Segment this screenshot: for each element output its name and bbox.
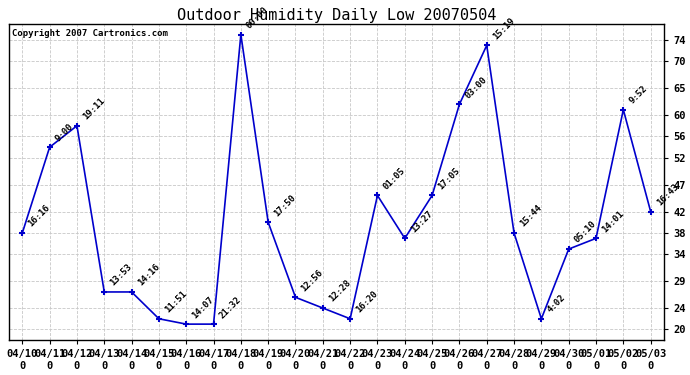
Text: 11:51: 11:51 <box>163 289 188 315</box>
Text: 17:50: 17:50 <box>273 193 297 218</box>
Text: 21:32: 21:32 <box>218 295 243 320</box>
Text: 16:20: 16:20 <box>354 289 380 315</box>
Text: 03:00: 03:00 <box>464 75 489 100</box>
Text: Copyright 2007 Cartronics.com: Copyright 2007 Cartronics.com <box>12 28 168 38</box>
Text: 01:05: 01:05 <box>382 166 407 191</box>
Text: 4:02: 4:02 <box>546 293 567 315</box>
Text: 00:00: 00:00 <box>245 5 270 30</box>
Text: 9:52: 9:52 <box>627 84 649 105</box>
Text: 12:28: 12:28 <box>327 279 353 304</box>
Text: 15:19: 15:19 <box>491 16 516 41</box>
Text: 12:56: 12:56 <box>299 268 325 293</box>
Text: 14:07: 14:07 <box>190 295 216 320</box>
Text: 05:10: 05:10 <box>573 219 598 245</box>
Text: 17:05: 17:05 <box>436 166 462 191</box>
Text: 16:43: 16:43 <box>655 182 680 207</box>
Text: 14:16: 14:16 <box>136 262 161 288</box>
Text: 14:01: 14:01 <box>600 209 626 234</box>
Text: 13:27: 13:27 <box>409 209 434 234</box>
Text: 19:11: 19:11 <box>81 96 106 122</box>
Text: 9:00: 9:00 <box>54 122 75 143</box>
Text: 13:53: 13:53 <box>108 262 134 288</box>
Text: 15:44: 15:44 <box>518 204 544 229</box>
Title: Outdoor Humidity Daily Low 20070504: Outdoor Humidity Daily Low 20070504 <box>177 8 496 23</box>
Text: 16:16: 16:16 <box>26 204 52 229</box>
